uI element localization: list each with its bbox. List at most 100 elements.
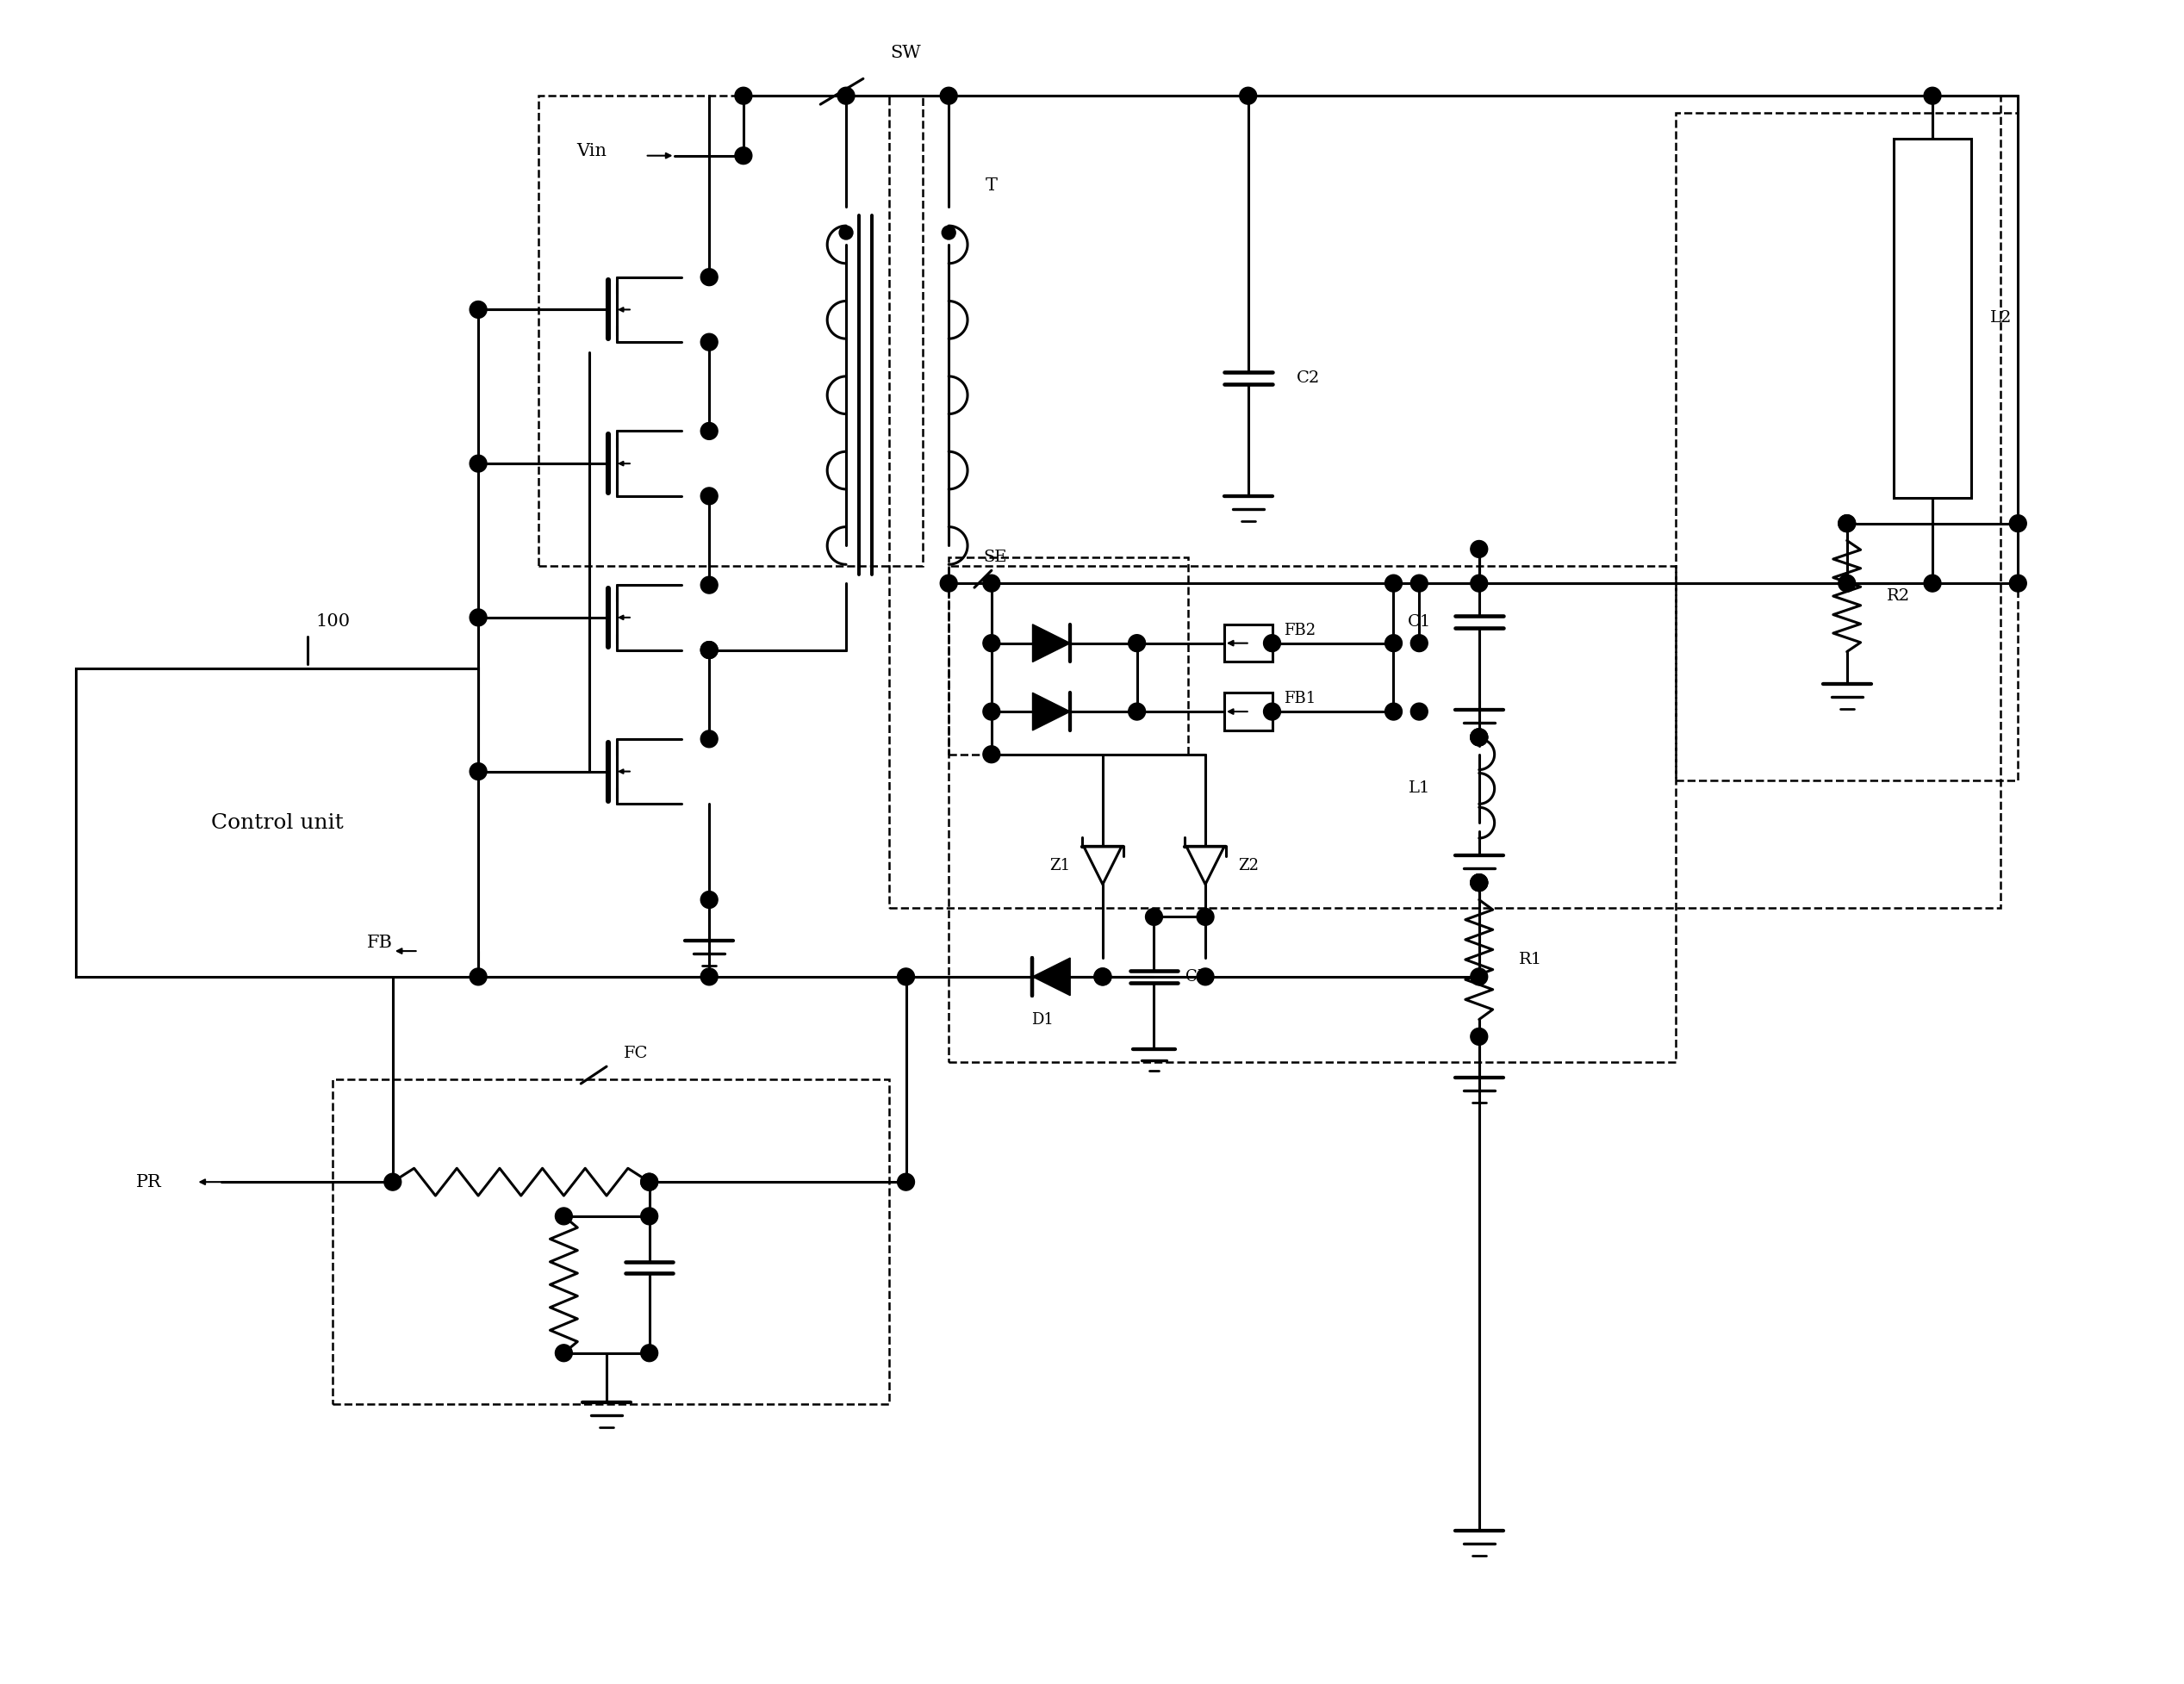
Circle shape: [1470, 729, 1487, 746]
Circle shape: [1839, 515, 1856, 532]
Circle shape: [1265, 635, 1280, 652]
Text: 100: 100: [314, 613, 349, 630]
Circle shape: [1924, 88, 1942, 104]
Circle shape: [470, 968, 487, 985]
Circle shape: [898, 968, 915, 985]
Circle shape: [939, 88, 957, 104]
Bar: [1894, 138, 1970, 498]
Bar: [1225, 625, 1271, 662]
Circle shape: [701, 487, 719, 505]
Text: CP: CP: [1186, 968, 1208, 985]
Bar: [948, 557, 1188, 754]
Polygon shape: [1033, 625, 1070, 662]
Circle shape: [1385, 574, 1402, 591]
Text: D1: D1: [1031, 1012, 1055, 1027]
Text: Z1: Z1: [1051, 857, 1070, 874]
Bar: [1225, 692, 1271, 731]
Circle shape: [701, 576, 719, 593]
Text: Control unit: Control unit: [212, 813, 343, 832]
Circle shape: [1470, 874, 1487, 891]
Circle shape: [983, 635, 1000, 652]
Circle shape: [470, 763, 487, 780]
Circle shape: [701, 268, 719, 286]
Circle shape: [983, 746, 1000, 763]
Text: R1: R1: [1518, 951, 1542, 967]
Circle shape: [640, 1174, 657, 1191]
Text: Z2: Z2: [1238, 857, 1258, 874]
Bar: [76, 669, 478, 977]
Circle shape: [983, 702, 1000, 721]
Circle shape: [941, 226, 957, 239]
Text: PR: PR: [135, 1174, 162, 1191]
Circle shape: [1411, 635, 1428, 652]
Circle shape: [983, 574, 1000, 591]
Text: FB: FB: [367, 935, 393, 951]
Circle shape: [1470, 1027, 1487, 1046]
Polygon shape: [1033, 692, 1070, 731]
Circle shape: [701, 891, 719, 908]
Circle shape: [1265, 702, 1280, 721]
Text: C2: C2: [1297, 370, 1319, 386]
Bar: [332, 1079, 889, 1404]
Text: FB1: FB1: [1284, 690, 1315, 707]
Text: L1: L1: [1409, 781, 1431, 797]
Circle shape: [1094, 968, 1112, 985]
Circle shape: [470, 301, 487, 318]
Text: T: T: [985, 177, 998, 194]
Bar: [889, 96, 2001, 908]
Circle shape: [1470, 541, 1487, 557]
Circle shape: [1470, 874, 1487, 891]
Circle shape: [1924, 574, 1942, 591]
Circle shape: [734, 147, 751, 165]
Circle shape: [555, 1344, 572, 1362]
Circle shape: [701, 423, 719, 440]
Text: SW: SW: [891, 45, 922, 61]
Circle shape: [1839, 574, 1856, 591]
Circle shape: [1470, 574, 1487, 591]
Circle shape: [939, 574, 957, 591]
Circle shape: [1385, 635, 1402, 652]
Circle shape: [470, 455, 487, 472]
Text: L2: L2: [1990, 310, 2011, 327]
Circle shape: [640, 1207, 657, 1224]
Circle shape: [1129, 635, 1144, 652]
Circle shape: [1411, 702, 1428, 721]
Circle shape: [1839, 515, 1856, 532]
Circle shape: [734, 88, 751, 104]
Circle shape: [1197, 908, 1214, 926]
Circle shape: [2009, 515, 2027, 532]
Polygon shape: [1083, 847, 1123, 884]
Text: C1: C1: [1406, 615, 1431, 630]
Circle shape: [1129, 702, 1144, 721]
Circle shape: [1470, 729, 1487, 746]
Circle shape: [1385, 702, 1402, 721]
Circle shape: [640, 1344, 657, 1362]
Circle shape: [640, 1174, 657, 1191]
Circle shape: [555, 1207, 572, 1224]
Polygon shape: [1186, 847, 1225, 884]
Circle shape: [1144, 908, 1162, 926]
Text: R2: R2: [1887, 588, 1911, 605]
Circle shape: [701, 642, 719, 658]
Circle shape: [701, 333, 719, 350]
Circle shape: [1411, 574, 1428, 591]
Bar: [1675, 113, 2018, 780]
Circle shape: [1470, 874, 1487, 891]
Circle shape: [470, 610, 487, 626]
Circle shape: [1197, 968, 1214, 985]
Text: FB2: FB2: [1284, 623, 1315, 638]
Text: Vin: Vin: [577, 143, 607, 160]
Circle shape: [1470, 729, 1487, 746]
Circle shape: [384, 1174, 402, 1191]
Circle shape: [701, 731, 719, 748]
Circle shape: [1470, 968, 1487, 985]
Circle shape: [1241, 88, 1256, 104]
Circle shape: [836, 88, 854, 104]
Circle shape: [839, 226, 854, 239]
Bar: [948, 566, 1675, 1063]
Circle shape: [701, 968, 719, 985]
Bar: [537, 96, 924, 566]
Circle shape: [701, 642, 719, 658]
Text: SE: SE: [983, 551, 1007, 566]
Text: FC: FC: [625, 1046, 649, 1061]
